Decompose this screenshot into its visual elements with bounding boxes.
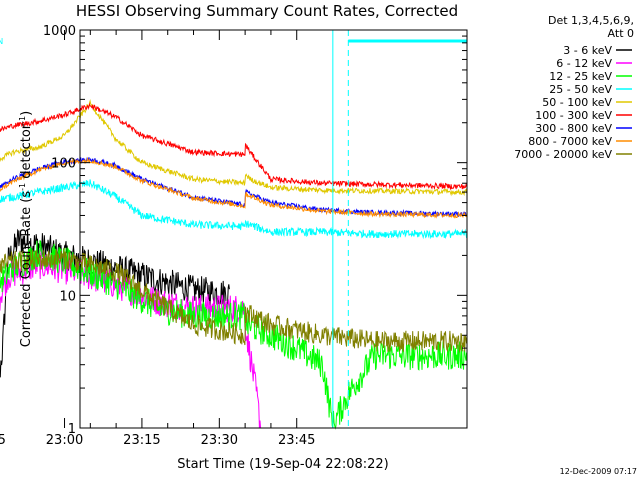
plot-background (80, 30, 467, 428)
y-tick-label-3: 100 (51, 157, 76, 172)
series-line-3 (0, 240, 468, 430)
legend-label-2: 6 - 12 keV (556, 57, 612, 70)
legend-label-1: 3 - 6 keV (563, 44, 612, 57)
series-line-9 (0, 247, 468, 353)
x-axis-label: Start Time (19-Sep-04 22:08:22) (177, 457, 388, 472)
x-tick-label-4: 23:00 (46, 433, 83, 448)
y-tick-label-2: 10 (59, 289, 76, 304)
legend-label-7: 300 - 800 keV (535, 122, 612, 135)
data-layer (0, 99, 468, 430)
y-label-part-2: detector (19, 123, 34, 183)
x-tick-label-6: 23:30 (201, 433, 238, 448)
y-label-exp-2: -1 (18, 116, 27, 124)
y-tick-label-4: 1000 (43, 24, 76, 39)
series-line-6 (0, 102, 468, 191)
y-axis-label: Corrected Count Rate (s-1 detector-1) (18, 111, 34, 347)
legend-label-3: 12 - 25 keV (549, 70, 612, 83)
series-line-8 (0, 156, 468, 219)
y-tick-label-1: 1 (68, 422, 76, 437)
y-label-part-3: ) (19, 111, 34, 116)
series-line-5 (0, 99, 468, 197)
axes-layer: 110100100022:1522:3022:4523:0023:1523:30… (0, 24, 467, 448)
series-line-4 (0, 179, 468, 240)
footer-timestamp: 12-Dec-2009 07:17 (560, 467, 637, 476)
series-line-7 (0, 157, 467, 218)
chart-title: HESSI Observing Summary Count Rates, Cor… (76, 2, 458, 20)
legend-label-6: 100 - 300 keV (535, 109, 612, 122)
plot-frame (79, 29, 468, 429)
legend-label-9: 7000 - 20000 keV (514, 148, 612, 161)
night-label: N (0, 37, 3, 46)
legend-label-5: 50 - 100 keV (542, 96, 612, 109)
x-tick-label-3: 22:45 (0, 433, 6, 448)
legend-header-1: Det 1,3,4,5,6,9, (548, 14, 634, 27)
legend-header-2: Att 0 (608, 27, 634, 40)
x-tick-label-7: 23:45 (278, 433, 315, 448)
legend-label-4: 25 - 50 keV (549, 83, 612, 96)
legend-label-8: 800 - 7000 keV (528, 135, 612, 148)
x-tick-label-5: 23:15 (123, 433, 160, 448)
y-label-exp-1: -1 (18, 183, 27, 191)
y-label-part-1: Corrected Count Rate (s (19, 191, 34, 348)
